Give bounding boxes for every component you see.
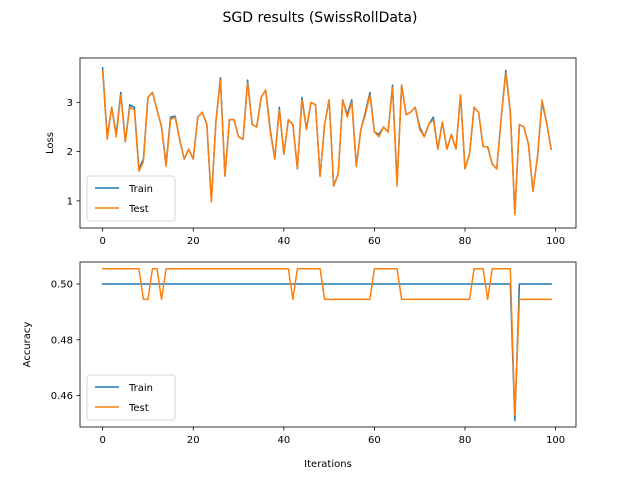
legend: Train Test <box>86 374 176 421</box>
y-tick-label: 0.50 <box>51 280 73 291</box>
loss-panel: 0 20 40 60 80 100 1 2 3 Loss Train Test <box>45 57 577 247</box>
x-tick-label: 100 <box>546 435 565 446</box>
y-tick-label: 1 <box>67 196 73 207</box>
x-tick-label: 80 <box>459 236 472 247</box>
legend: Train Test <box>86 175 176 222</box>
x-tick-label: 20 <box>187 236 200 247</box>
x-tick-label: 0 <box>99 236 105 247</box>
plot-area <box>101 267 552 422</box>
legend-label: Test <box>128 403 149 414</box>
axes-frame <box>79 261 577 428</box>
x-axis-label: Iterations <box>304 459 352 470</box>
x-tick-label: 60 <box>368 236 381 247</box>
x-tick-label: 60 <box>368 435 381 446</box>
y-tick-label: 2 <box>67 147 73 158</box>
series-line-test <box>101 69 552 216</box>
x-tick-label: 20 <box>187 435 200 446</box>
y-axis-label: Loss <box>45 132 56 154</box>
axes-frame <box>79 57 577 229</box>
y-tick-label: 3 <box>67 98 73 109</box>
figure-title: SGD results (SwissRollData) <box>223 10 418 26</box>
series-line-train <box>101 283 552 422</box>
x-tick-label: 40 <box>277 236 290 247</box>
x-tick-label: 0 <box>99 435 105 446</box>
legend-label: Train <box>128 184 153 195</box>
x-tick-label: 80 <box>459 435 472 446</box>
plot-area <box>101 67 552 216</box>
y-axis-label: Accuracy <box>22 322 33 368</box>
y-tick-label: 0.46 <box>51 391 73 402</box>
legend-label: Train <box>128 383 153 394</box>
y-tick-label: 0.48 <box>51 335 73 346</box>
series-line-test <box>101 267 552 416</box>
accuracy-panel: 0 20 40 60 80 100 0.46 0.48 0.50 Accuracy Iteratio… <box>22 261 577 470</box>
x-tick-label: 100 <box>546 236 565 247</box>
legend-label: Test <box>128 204 149 215</box>
x-tick-label: 40 <box>277 435 290 446</box>
